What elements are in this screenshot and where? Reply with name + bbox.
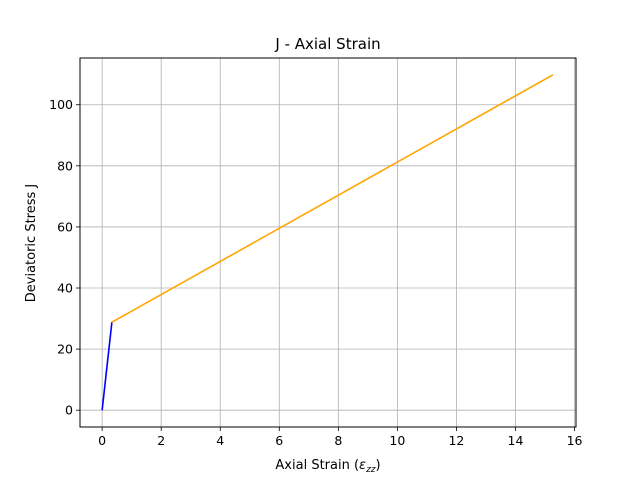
x-tick-label: 14 — [508, 433, 524, 448]
chart-title: J - Axial Strain — [274, 35, 380, 53]
x-axis-ticks: 0 2 4 6 8 10 12 14 16 — [98, 427, 583, 448]
x-tick-label: 10 — [389, 433, 405, 448]
grid — [80, 58, 576, 427]
y-tick-label: 20 — [57, 342, 73, 357]
series-line-2 — [111, 74, 554, 323]
y-axis-label: Deviatoric Stress J — [24, 184, 39, 303]
y-tick-label: 100 — [49, 97, 73, 112]
x-tick-label: 0 — [98, 433, 106, 448]
series-lines — [101, 74, 554, 411]
series-line-1 — [101, 322, 113, 411]
x-tick-label: 4 — [216, 433, 224, 448]
x-tick-label: 6 — [275, 433, 283, 448]
plot-frame — [79, 57, 577, 428]
x-axis-label: Axial Strain (εzz) — [275, 458, 380, 475]
y-tick-label: 60 — [57, 219, 73, 234]
x-tick-label: 12 — [448, 433, 464, 448]
y-axis-ticks: 0 20 40 60 80 100 — [49, 97, 80, 418]
y-tick-label: 0 — [65, 403, 73, 418]
y-tick-label: 80 — [57, 158, 73, 173]
x-tick-label: 2 — [157, 433, 165, 448]
x-tick-label: 16 — [567, 433, 583, 448]
x-tick-label: 8 — [334, 433, 342, 448]
y-tick-label: 40 — [57, 281, 73, 296]
